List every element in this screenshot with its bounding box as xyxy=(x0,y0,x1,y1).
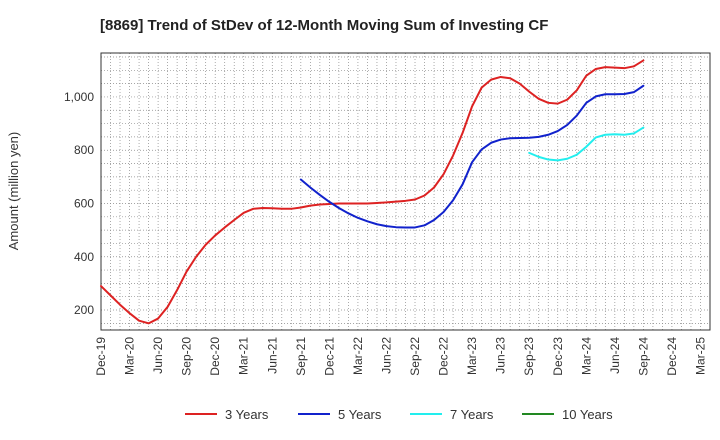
x-tick-label: Jun-20 xyxy=(151,337,165,374)
x-tick-label: Dec-22 xyxy=(437,337,451,376)
x-tick-label: Jun-24 xyxy=(608,337,622,374)
legend-label-10-years: 10 Years xyxy=(562,407,613,422)
legend-label-7-years: 7 Years xyxy=(450,407,494,422)
x-tick-label: Dec-23 xyxy=(551,337,565,376)
series-line-3-years xyxy=(100,59,645,325)
y-tick-label: 600 xyxy=(74,196,94,210)
x-tick-label: Mar-23 xyxy=(465,337,479,375)
x-tick-label: Dec-20 xyxy=(208,337,222,376)
x-tick-label: Jun-21 xyxy=(265,337,279,374)
x-tick-label: Sep-20 xyxy=(180,337,194,376)
legend-label-5-years: 5 Years xyxy=(338,407,382,422)
y-axis-label: Amount (million yen) xyxy=(6,132,21,251)
x-tick-label: Sep-21 xyxy=(294,337,308,376)
legend-label-3-years: 3 Years xyxy=(225,407,269,422)
y-tick-label: 1,000 xyxy=(64,90,94,104)
y-tick-label: 800 xyxy=(74,143,94,157)
x-tick-label: Mar-24 xyxy=(579,337,593,375)
x-tick-label: Dec-24 xyxy=(665,337,679,376)
x-tick-label: Jun-22 xyxy=(379,337,393,374)
x-tick-label: Sep-22 xyxy=(408,337,422,376)
x-tick-label: Mar-20 xyxy=(123,337,137,375)
x-tick-label: Mar-25 xyxy=(693,337,707,375)
x-tick-label: Mar-22 xyxy=(351,337,365,375)
series-layer xyxy=(100,59,645,325)
y-tick-label: 200 xyxy=(74,303,94,317)
x-tick-label: Jun-23 xyxy=(494,337,508,374)
chart-title: [8869] Trend of StDev of 12-Month Moving… xyxy=(100,17,548,34)
series-line-5-years xyxy=(299,84,645,229)
x-tick-label: Sep-23 xyxy=(522,337,536,376)
y-tick-labels: 200 400 600 800 1,000 xyxy=(64,90,94,317)
legend: 3 Years 5 Years 7 Years 10 Years xyxy=(185,407,613,422)
axes xyxy=(100,52,711,331)
x-tick-label: Sep-24 xyxy=(636,337,650,376)
plot-border xyxy=(100,52,711,331)
y-tick-label: 400 xyxy=(74,250,94,264)
x-tick-labels: Dec-19 Mar-20 Jun-20 Sep-20 Dec-20 Mar-21 Jun-… xyxy=(94,337,707,376)
x-tick-label: Mar-21 xyxy=(237,337,251,375)
x-tick-label: Dec-21 xyxy=(322,337,336,376)
series-line-7-years xyxy=(528,126,645,162)
x-tick-label: Dec-19 xyxy=(94,337,108,376)
